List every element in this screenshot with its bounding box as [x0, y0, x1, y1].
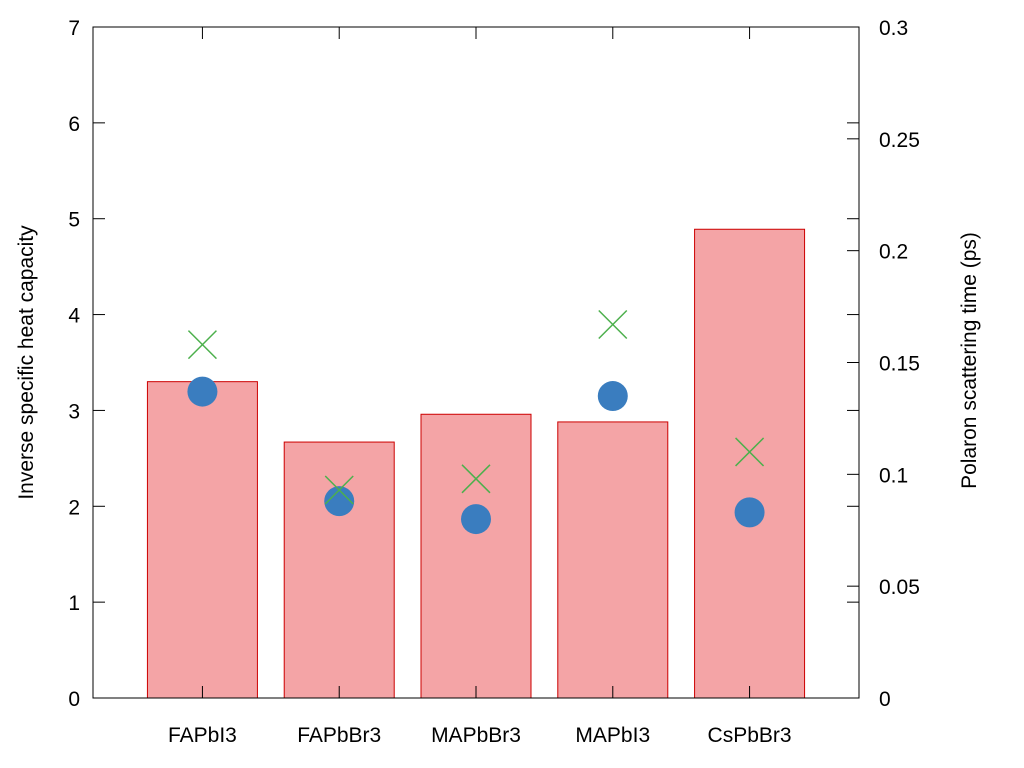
ticks-layer: 0 1 2 3 4 5 6 7 0 0.05 0.1 0.15 0.2 0.25 0.3 FAPbI3 FAPb… — [68, 17, 920, 747]
y2-tick-label: 0.3 — [879, 17, 908, 40]
circle-point-MAPbBr3 — [461, 504, 491, 535]
circle-point-FAPbI3 — [187, 376, 218, 407]
y-tick-label: 5 — [68, 209, 80, 232]
cross-point-MAPbI3 — [598, 309, 628, 340]
cross-point-FAPbI3 — [187, 330, 217, 360]
x-tick-label: MAPbBr3 — [431, 724, 521, 747]
x-tick-label: FAPbBr3 — [297, 724, 381, 747]
x-tick-label: FAPbI3 — [168, 724, 237, 747]
bars-layer — [146, 228, 806, 699]
y-tick-label: 7 — [68, 17, 80, 40]
cross-point-MAPbBr3 — [461, 464, 491, 494]
cross-point-CsPbBr3 — [735, 437, 765, 467]
bar-FAPbI3 — [146, 381, 258, 699]
bar-MAPbI3 — [557, 421, 669, 699]
y2-tick-label: 0.25 — [879, 129, 920, 152]
x-tick-label: MAPbI3 — [575, 724, 650, 747]
y2-tick-label: 0.05 — [879, 576, 920, 599]
cross-point-FAPbBr3 — [324, 475, 354, 505]
y-tick-label: 3 — [68, 400, 80, 423]
circle-point-CsPbBr3 — [734, 497, 765, 528]
circle-point-MAPbI3 — [597, 381, 628, 412]
y-axis-title: Inverse specific heat capacity — [15, 225, 38, 500]
y2-tick-label: 0.1 — [879, 464, 908, 487]
y-tick-label: 0 — [68, 688, 80, 711]
bar-FAPbBr3 — [283, 441, 395, 699]
y-tick-label: 1 — [68, 592, 80, 615]
y-tick-label: 2 — [68, 496, 80, 519]
y2-tick-label: 0.2 — [879, 241, 908, 264]
circle-point-FAPbBr3 — [324, 486, 355, 517]
y-tick-label: 6 — [68, 113, 80, 136]
y2-axis-title: Polaron scattering time (ps) — [958, 232, 981, 489]
x-tick-label: CsPbBr3 — [708, 724, 792, 747]
y2-tick-label: 0.15 — [879, 353, 920, 376]
bar-MAPbBr3 — [420, 413, 532, 699]
bar-CsPbBr3 — [694, 228, 806, 699]
y2-tick-label: 0 — [879, 688, 891, 711]
y-tick-label: 4 — [68, 305, 80, 328]
markers-layer — [187, 309, 765, 535]
